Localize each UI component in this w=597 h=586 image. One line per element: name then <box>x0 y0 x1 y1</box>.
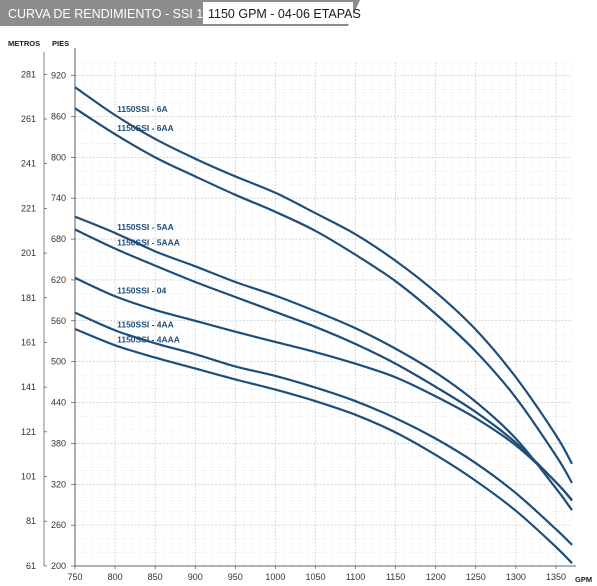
y-tick-labels: 200 260 320 380 440 500 560 620 680 740 800 860 920 <box>51 71 75 571</box>
series-label: 1150SSI - 6A <box>117 104 168 114</box>
metros-tick-label: 181 <box>21 293 36 303</box>
x-tick-label: 1350 <box>546 572 566 582</box>
x-tick-label: 1050 <box>305 572 325 582</box>
x-tick-labels: 750 800 850 900 950 1000 1050 1100 1150 1200 1250 1… <box>67 566 566 582</box>
series-line <box>74 86 573 465</box>
chart-title: CURVA DE RENDIMIENTO - SSI 10" <box>8 7 215 21</box>
series-line <box>74 215 573 511</box>
series-curves <box>74 86 573 565</box>
series-label: 1150SSI - 4AA <box>117 319 174 329</box>
subtitle-box <box>203 2 353 24</box>
series-line <box>74 107 573 484</box>
x-tick-label: 1200 <box>426 572 446 582</box>
y-tick-label: 500 <box>51 357 66 367</box>
series-label: 1150SSI - 04 <box>117 285 166 295</box>
y-tick-label: 380 <box>51 438 66 448</box>
metros-tick-label: 261 <box>21 114 36 124</box>
x-tick-label: 950 <box>228 572 243 582</box>
series-line <box>74 327 573 565</box>
series-line <box>74 276 573 502</box>
y-tick-label: 560 <box>51 316 66 326</box>
y-tick-label: 680 <box>51 234 66 244</box>
y-tick-label: 200 <box>51 561 66 571</box>
y-tick-label: 620 <box>51 275 66 285</box>
series-line <box>74 228 573 501</box>
pies-axis-label: PIES <box>52 39 69 48</box>
x-tick-label: 800 <box>108 572 123 582</box>
chart-subtitle: 1150 GPM - 04-06 ETAPAS <box>208 7 361 21</box>
y-tick-label: 860 <box>51 111 66 121</box>
x-tick-label: 1150 <box>386 572 405 582</box>
metros-tick-label: 101 <box>21 472 36 482</box>
metros-axis-label: METROS <box>8 39 40 48</box>
x-tick-label: 750 <box>67 572 82 582</box>
metros-tick-label: 201 <box>21 248 36 258</box>
metros-tick-label: 121 <box>21 427 36 437</box>
y-tick-label: 440 <box>51 398 66 408</box>
x-tick-label: 900 <box>188 572 203 582</box>
metros-tick-label: 281 <box>21 69 36 79</box>
y-tick-label: 920 <box>51 71 66 81</box>
metros-tick-label: 61 <box>26 561 36 571</box>
metros-tick-label: 221 <box>21 203 36 213</box>
series-label: 1150SSI - 5AAA <box>117 238 180 248</box>
metros-tick-label: 81 <box>26 516 36 526</box>
series-label: 1150SSI - 6AA <box>117 123 174 133</box>
series-label: 1150SSI - 4AAA <box>117 334 180 344</box>
y-tick-label: 320 <box>51 479 66 489</box>
metros-tick-labels: 61 81 101 121 141 161 181 201 221 241 261 281 <box>21 69 47 571</box>
series-line <box>74 311 573 546</box>
x-tick-label: 1000 <box>265 572 285 582</box>
series-label: 1150SSI - 5AA <box>117 222 174 232</box>
y-tick-label: 800 <box>51 152 66 162</box>
y-tick-label: 740 <box>51 193 66 203</box>
x-tick-label: 850 <box>148 572 163 582</box>
metros-tick-label: 161 <box>21 337 36 347</box>
y-tick-label: 260 <box>51 520 66 530</box>
metros-tick-label: 141 <box>21 382 36 392</box>
axes <box>43 48 576 567</box>
x-tick-label: 1100 <box>346 572 365 582</box>
series-labels: 1150SSI - 6A 1150SSI - 6AA 1150SSI - 5AA 11… <box>117 104 180 344</box>
x-tick-label: 1250 <box>466 572 486 582</box>
gpm-axis-label: GPM <box>575 575 592 584</box>
x-tick-label: 1300 <box>506 572 526 582</box>
metros-tick-label: 241 <box>21 159 36 169</box>
grid <box>75 61 573 566</box>
